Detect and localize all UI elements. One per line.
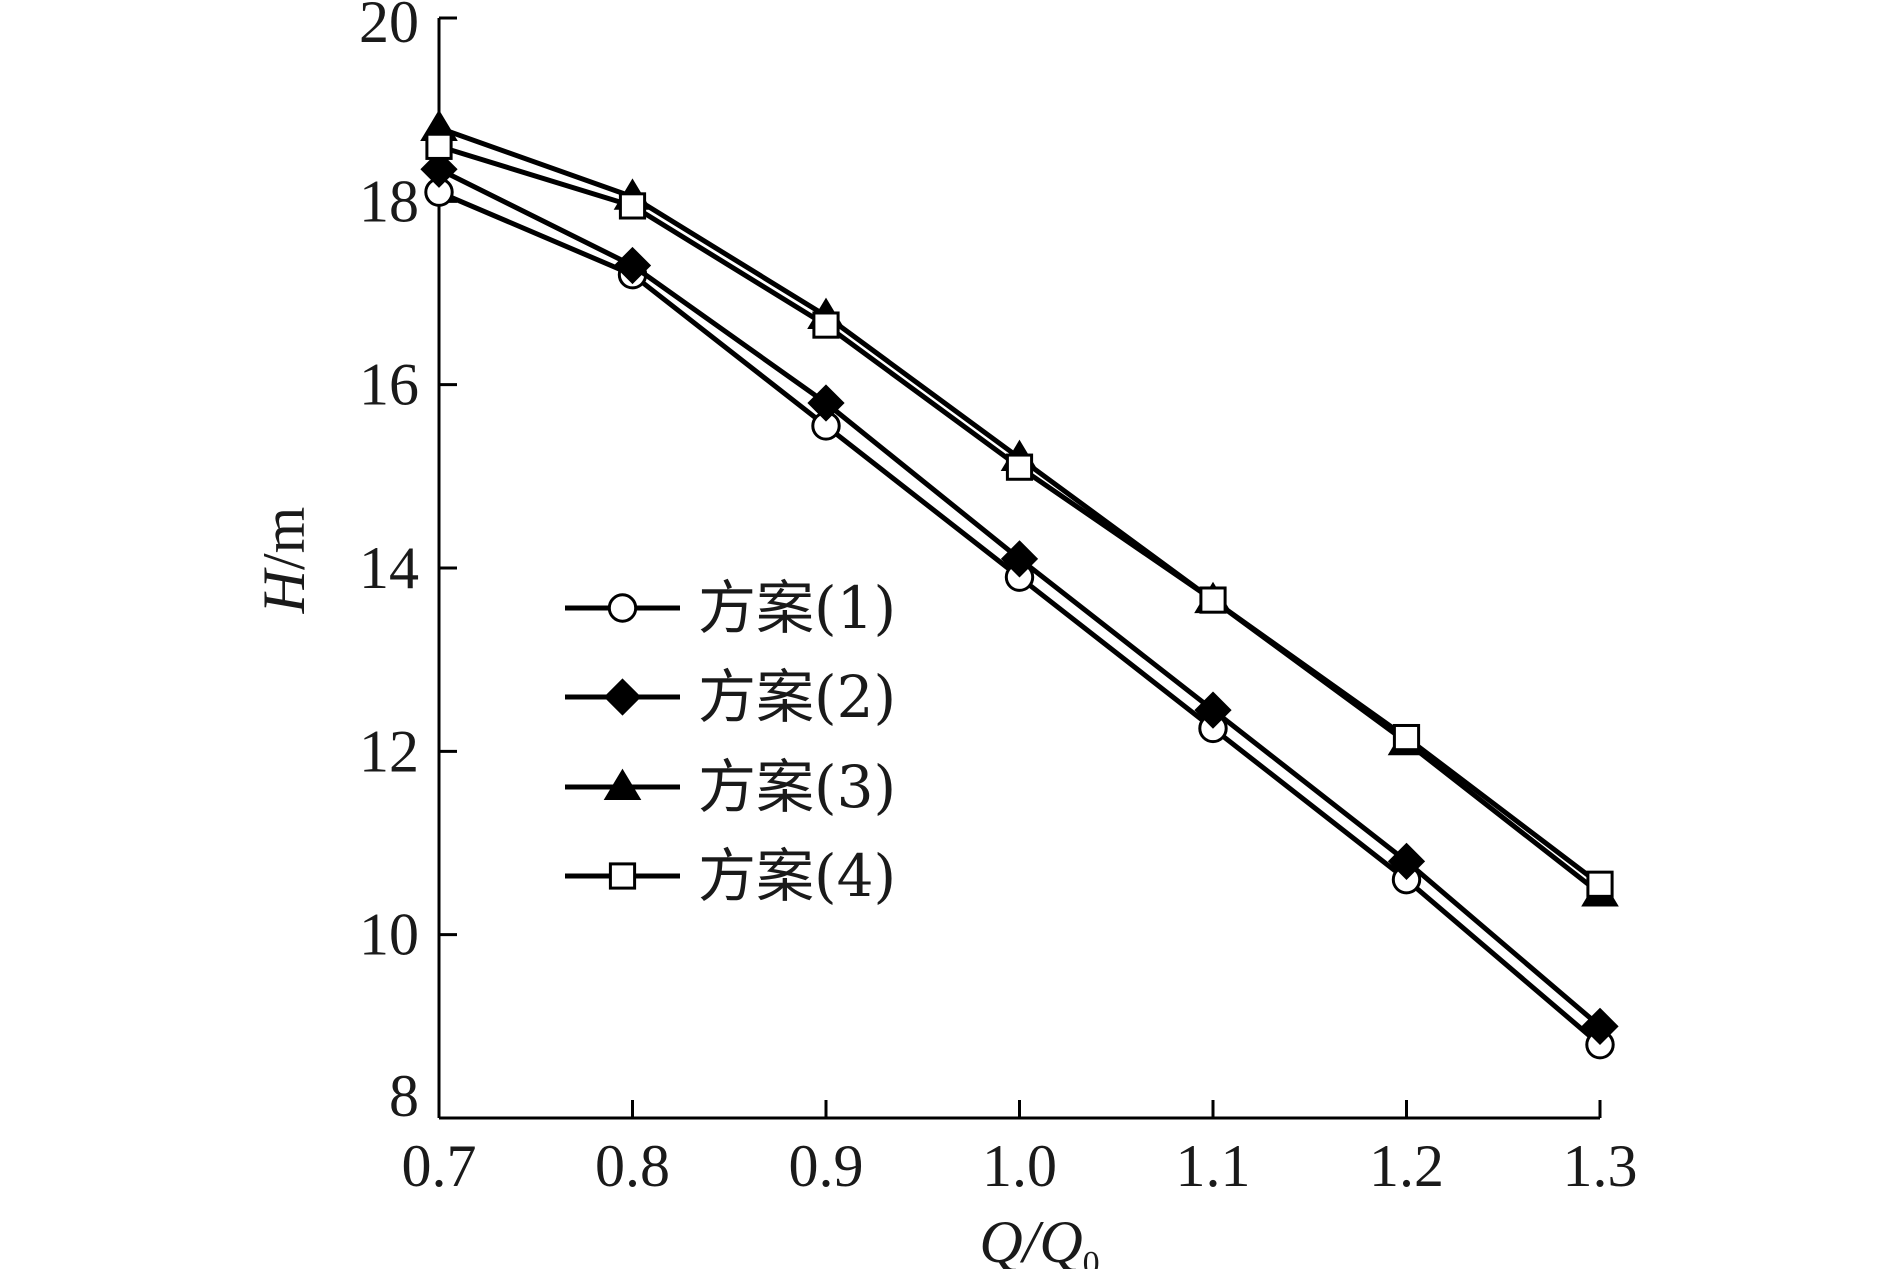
- series-2-point: [1387, 842, 1426, 880]
- legend-label: 方案(3): [698, 753, 896, 821]
- series-layer: [420, 109, 1619, 1060]
- series-4-point: [1392, 723, 1421, 752]
- x-tick-label: 1.0: [982, 1133, 1057, 1199]
- series-2-point: [1581, 1007, 1619, 1045]
- legend-marker: [607, 593, 638, 623]
- y-tick-label: 8: [389, 1063, 419, 1129]
- legend-label: 方案(1): [698, 574, 896, 642]
- legend-marker: [603, 768, 642, 801]
- legend-entry-4: 方案(4): [565, 842, 896, 910]
- x-tick-label: 0.8: [595, 1133, 670, 1199]
- legend-label: 方案(2): [698, 663, 896, 731]
- legend-entry-2: 方案(2): [565, 663, 896, 731]
- x-axis-title-subscript: 0: [1083, 1245, 1100, 1269]
- legend-label: 方案(4): [698, 842, 896, 910]
- y-tick-label: 18: [359, 168, 419, 234]
- series-2: [420, 150, 1619, 1045]
- series-4-point: [618, 192, 647, 220]
- legend-marker: [608, 862, 637, 890]
- series-2-point: [420, 150, 458, 188]
- y-tick-label: 20: [359, 0, 419, 55]
- x-tick-label: 0.9: [789, 1133, 864, 1199]
- series-4: [425, 132, 1614, 898]
- y-tick-label: 14: [359, 535, 419, 601]
- series-4-point: [812, 311, 840, 339]
- y-axis-title: H/m: [251, 507, 317, 615]
- ticks: 0.7 0.8 0.9 1.0 1.1 1.2 1.3 8 10 12 14 16 18 20: [359, 0, 1638, 1199]
- series-4-point: [425, 132, 453, 160]
- y-axis-title-unit: /m: [251, 507, 317, 570]
- x-tick-label: 0.7: [402, 1133, 477, 1199]
- series-4-point: [1199, 586, 1227, 614]
- series-2-point: [1000, 540, 1039, 578]
- legend-entry-1: 方案(1): [565, 574, 896, 642]
- x-axis-title-main: Q/Q: [979, 1209, 1082, 1269]
- series-2-point: [1194, 691, 1232, 729]
- x-tick-label: 1.3: [1563, 1133, 1638, 1199]
- x-tick-label: 1.1: [1176, 1133, 1251, 1199]
- legend-entry-3: 方案(3): [565, 753, 896, 821]
- series-4-point: [1005, 453, 1034, 481]
- y-tick-label: 16: [359, 352, 419, 418]
- legend: 方案(1) 方案(2) 方案(3) 方案(4): [565, 574, 896, 910]
- series-2-point: [807, 384, 845, 422]
- x-tick-label: 1.2: [1369, 1133, 1444, 1199]
- legend-marker: [603, 678, 642, 716]
- series-4-point: [1586, 870, 1614, 898]
- y-tick-label: 12: [359, 718, 419, 784]
- series-2-point: [613, 246, 652, 285]
- x-axis-title: Q/Q0: [979, 1209, 1099, 1269]
- y-tick-label: 10: [359, 902, 419, 968]
- y-axis-title-symbol: H: [251, 566, 317, 614]
